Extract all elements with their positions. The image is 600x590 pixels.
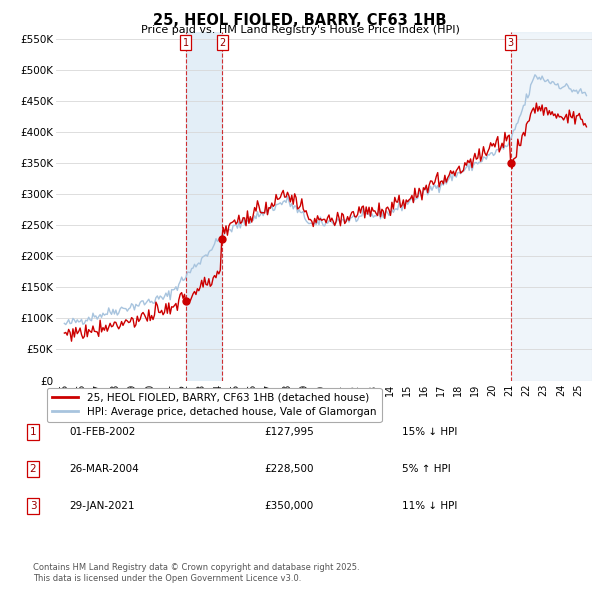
Text: £127,995: £127,995 xyxy=(264,427,314,437)
Text: £350,000: £350,000 xyxy=(264,502,313,511)
Text: 5% ↑ HPI: 5% ↑ HPI xyxy=(402,464,451,474)
Text: 3: 3 xyxy=(29,502,37,511)
Bar xyxy=(185,32,223,381)
Text: 11% ↓ HPI: 11% ↓ HPI xyxy=(402,502,457,511)
Text: 15% ↓ HPI: 15% ↓ HPI xyxy=(402,427,457,437)
Text: Price paid vs. HM Land Registry's House Price Index (HPI): Price paid vs. HM Land Registry's House … xyxy=(140,25,460,35)
Text: £228,500: £228,500 xyxy=(264,464,314,474)
Text: 1: 1 xyxy=(182,38,188,48)
Legend: 25, HEOL FIOLED, BARRY, CF63 1HB (detached house), HPI: Average price, detached : 25, HEOL FIOLED, BARRY, CF63 1HB (detach… xyxy=(47,388,382,422)
Text: 29-JAN-2021: 29-JAN-2021 xyxy=(69,502,134,511)
Text: 01-FEB-2002: 01-FEB-2002 xyxy=(69,427,136,437)
Text: 2: 2 xyxy=(219,38,226,48)
Text: 1: 1 xyxy=(29,427,37,437)
Bar xyxy=(511,32,592,381)
Text: 3: 3 xyxy=(508,38,514,48)
Text: 25, HEOL FIOLED, BARRY, CF63 1HB: 25, HEOL FIOLED, BARRY, CF63 1HB xyxy=(153,13,447,28)
Text: 26-MAR-2004: 26-MAR-2004 xyxy=(69,464,139,474)
Text: This data is licensed under the Open Government Licence v3.0.: This data is licensed under the Open Gov… xyxy=(33,574,301,583)
Text: 2: 2 xyxy=(29,464,37,474)
Text: Contains HM Land Registry data © Crown copyright and database right 2025.: Contains HM Land Registry data © Crown c… xyxy=(33,563,359,572)
